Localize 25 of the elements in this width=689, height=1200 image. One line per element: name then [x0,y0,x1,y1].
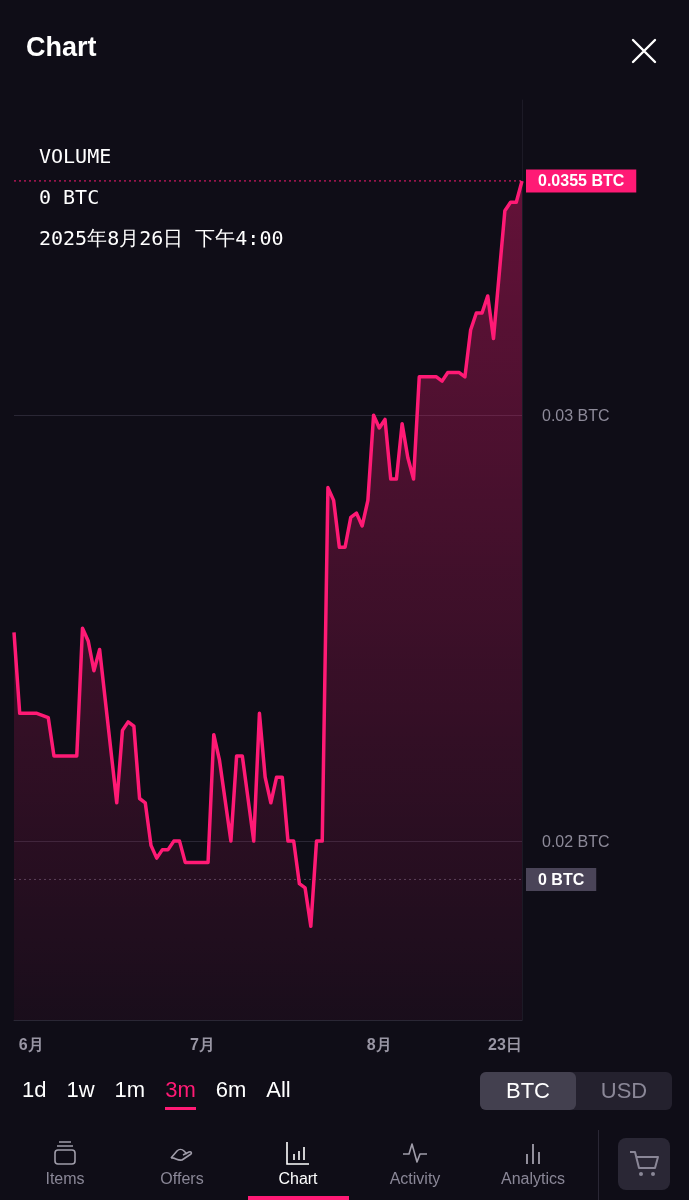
chart-title: Chart [26,32,97,63]
annotation: 2025年8月26日 下午4:00 [39,226,284,250]
x-tick-label: 8月 [366,1035,392,1053]
text: USD [599,1077,649,1105]
annotation: 0 BTC [39,185,100,209]
text: Activity [389,1170,441,1187]
x-tick-label: 7月 [189,1035,215,1053]
ref-line-label: 0 BTC [538,870,585,888]
y-tick-label: 0.03 BTC [542,406,610,424]
x-tick-label: 6月 [18,1035,44,1053]
text: BTC [480,1072,576,1110]
text: Items [45,1170,85,1187]
text: Offers [160,1170,204,1187]
text: All [266,1077,291,1104]
y-tick-label: 0.02 BTC [542,832,610,850]
x-tick-label: 23日 [487,1035,522,1053]
text: 1m [114,1077,146,1104]
text: 6m [215,1077,247,1104]
text: 1w [66,1077,95,1104]
text: 3m [165,1077,196,1110]
text: Analytics [500,1170,566,1187]
annotation: VOLUME [39,144,112,168]
text: 1d [22,1077,47,1104]
ref-line-label: 0.0355 BTC [538,172,625,190]
text: Chart [278,1170,318,1187]
